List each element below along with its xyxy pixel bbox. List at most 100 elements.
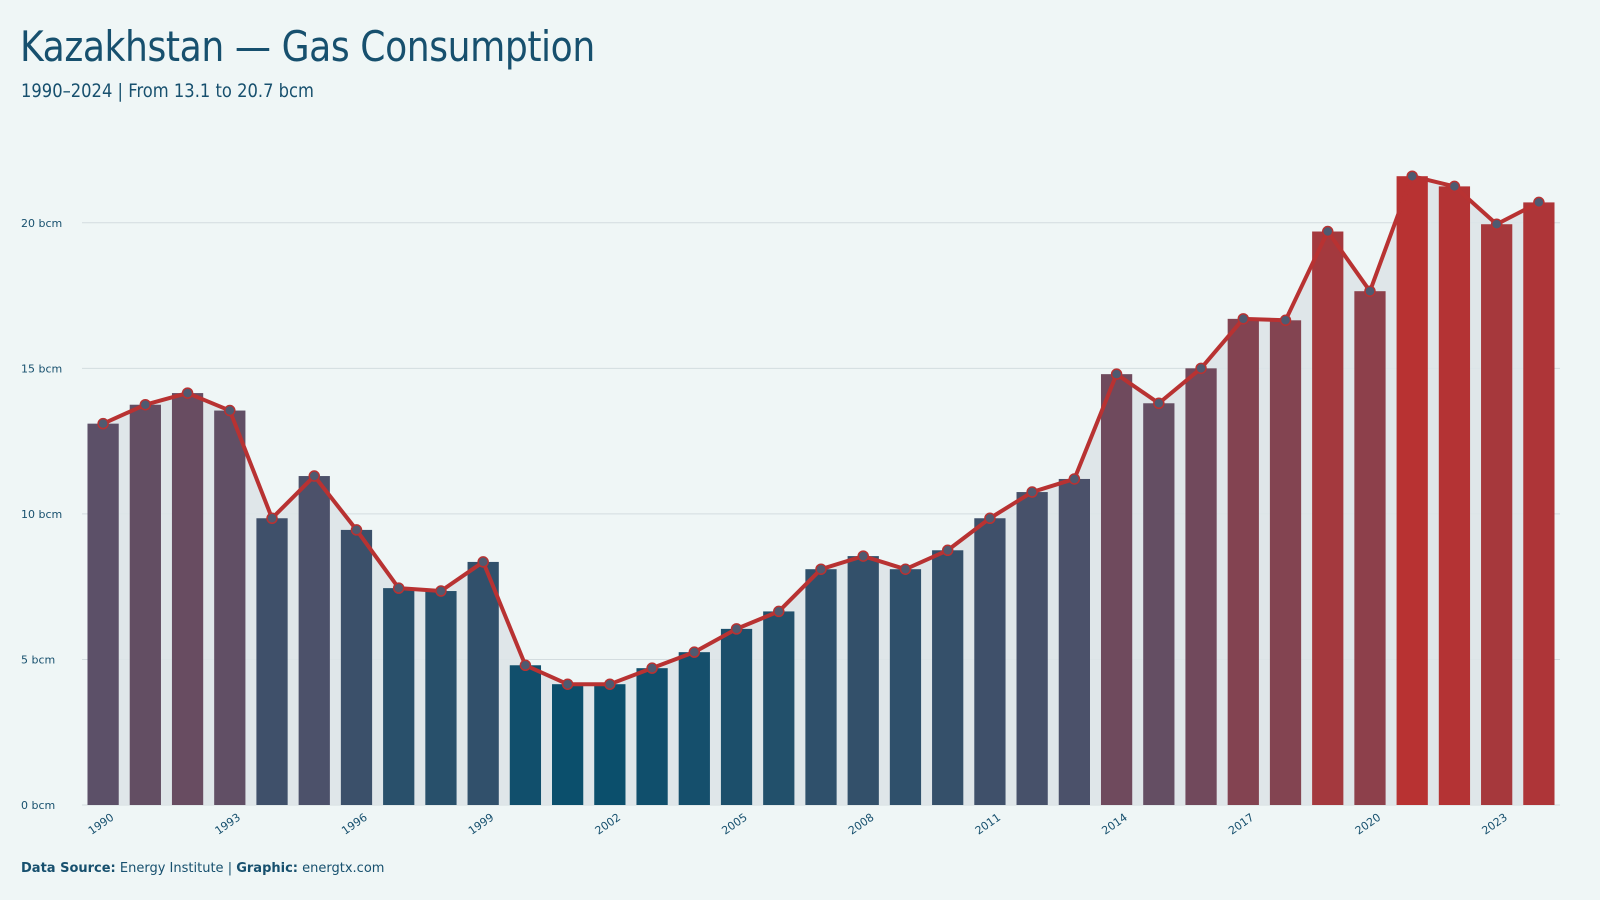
bar-1997 <box>383 588 415 805</box>
bar-2021 <box>1396 176 1428 805</box>
x-tick-label: 1996 <box>339 811 369 838</box>
x-tick-label: 2008 <box>846 811 876 838</box>
bar-2010 <box>932 550 964 805</box>
marker-1993 <box>224 404 236 417</box>
footer-credits: Data Source: Energy Institute | Graphic:… <box>21 861 384 876</box>
bar-2024 <box>1523 202 1555 805</box>
bar-2017 <box>1227 318 1259 805</box>
marker-2002 <box>604 678 616 690</box>
graphic-value: energtx.com <box>302 861 385 876</box>
bar-1993 <box>214 410 246 805</box>
bar-2001 <box>552 684 584 805</box>
y-tick-label: 15 bcm <box>21 362 62 375</box>
marker-1997 <box>392 582 405 594</box>
marker-2000 <box>519 659 532 672</box>
marker-2008 <box>857 550 869 562</box>
marker-2005 <box>730 623 743 635</box>
bar-1996 <box>340 529 373 805</box>
bar-2013 <box>1058 478 1090 805</box>
marker-2010 <box>941 544 954 557</box>
bar-2008 <box>847 556 879 805</box>
x-tick-label: 2011 <box>973 811 1003 838</box>
marker-layer <box>97 170 1545 690</box>
marker-2016 <box>1195 362 1207 375</box>
marker-1996 <box>350 524 363 536</box>
marker-1994 <box>266 512 278 525</box>
marker-2017 <box>1237 313 1250 325</box>
x-tick-label: 2002 <box>593 811 623 838</box>
source-label: Data Source: <box>21 861 116 876</box>
bar-2009 <box>889 569 922 805</box>
x-tick-label: 1999 <box>466 811 496 838</box>
bar-layer <box>87 176 1555 805</box>
marker-1995 <box>308 470 321 482</box>
bar-1991 <box>129 404 161 805</box>
bar-2000 <box>509 665 542 805</box>
marker-2014 <box>1110 368 1123 380</box>
marker-2006 <box>773 605 785 618</box>
x-tick-label: 2014 <box>1099 811 1129 838</box>
marker-2018 <box>1279 314 1292 327</box>
bar-2006 <box>763 611 795 805</box>
marker-2011 <box>984 512 996 525</box>
x-tick-label: 2023 <box>1479 811 1509 838</box>
marker-2012 <box>1026 486 1038 498</box>
bar-2002 <box>594 684 626 805</box>
bar-2023 <box>1481 224 1513 805</box>
x-tick-label: 2017 <box>1226 811 1256 838</box>
bar-1999 <box>467 561 499 805</box>
marker-1992 <box>181 387 194 399</box>
bar-2022 <box>1438 186 1471 805</box>
bar-2014 <box>1100 374 1133 805</box>
bar-2007 <box>805 569 837 805</box>
bar-2011 <box>974 518 1006 805</box>
bar-1995 <box>298 476 330 805</box>
x-tick-label: 2005 <box>719 811 749 838</box>
marker-2021 <box>1406 170 1418 182</box>
footer-separator: | <box>227 861 233 876</box>
marker-2022 <box>1448 180 1461 193</box>
bar-2019 <box>1312 231 1344 805</box>
area-fill <box>103 176 1539 805</box>
bar-1994 <box>256 518 288 805</box>
marker-2024 <box>1533 196 1545 209</box>
bar-1998 <box>425 591 457 805</box>
y-tick-label: 20 bcm <box>21 217 62 230</box>
bar-2016 <box>1185 368 1217 805</box>
x-tick-label: 1993 <box>213 811 243 838</box>
marker-2013 <box>1068 473 1081 485</box>
bar-2005 <box>720 628 753 805</box>
bar-2004 <box>678 652 710 805</box>
marker-2023 <box>1490 218 1503 230</box>
marker-2007 <box>815 563 827 575</box>
bar-1990 <box>87 423 119 805</box>
marker-2015 <box>1153 397 1165 410</box>
x-axis-ticks: 1990 1993 1996 1999 2002 2005 2008 2011 2014 2017… <box>86 811 1510 838</box>
y-tick-label: 5 bcm <box>21 653 55 666</box>
bar-2012 <box>1016 492 1048 805</box>
bar-1992 <box>171 393 204 805</box>
graphic-label: Graphic: <box>236 861 298 876</box>
marker-2020 <box>1364 285 1376 297</box>
y-tick-label: 10 bcm <box>21 508 62 521</box>
marker-1990 <box>97 417 109 430</box>
marker-2019 <box>1321 225 1334 238</box>
bar-2018 <box>1269 320 1302 805</box>
area-fill-layer <box>103 176 1539 805</box>
marker-1999 <box>477 556 489 568</box>
x-tick-label: 1990 <box>86 811 116 838</box>
bar-2020 <box>1354 291 1386 805</box>
y-tick-label: 0 bcm <box>21 799 55 812</box>
marker-2004 <box>688 646 701 658</box>
chart-subtitle: 1990–2024 | From 13.1 to 20.7 bcm <box>21 80 314 102</box>
marker-2003 <box>646 662 658 674</box>
y-axis-ticks: 0 bcm 5 bcm 10 bcm 15 bcm 20 bcm <box>21 217 62 812</box>
marker-1998 <box>435 585 447 597</box>
marker-1991 <box>139 398 152 411</box>
bar-2003 <box>636 668 668 805</box>
marker-2009 <box>899 563 912 575</box>
chart-title: Kazakhstan — Gas Consumption <box>20 22 595 71</box>
x-tick-label: 2020 <box>1353 811 1383 838</box>
bar-2015 <box>1143 403 1175 805</box>
